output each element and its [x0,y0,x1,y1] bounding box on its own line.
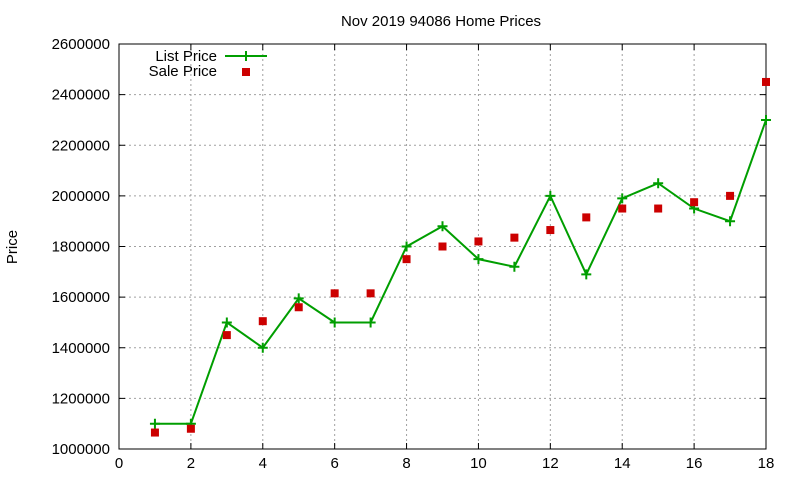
x-tick-label: 10 [470,455,487,472]
list-price-point [725,216,736,227]
sale-price-point [582,213,591,222]
y-tick-label: 2600000 [52,36,110,53]
sale-price-point [402,255,411,264]
legend-label-list-price: List Price [155,48,217,65]
sale-price-point [474,237,483,246]
sale-price-point [690,198,699,207]
sale-price-point [726,191,735,200]
x-tick-label: 4 [259,455,267,472]
list-price-line [154,119,767,425]
x-tick-label: 16 [686,455,703,472]
list-price-point [149,418,160,429]
y-tick-label: 2000000 [52,188,110,205]
list-price-point [653,178,664,189]
list-price-point [617,193,628,204]
x-tick-label: 14 [614,455,631,472]
x-tick-label: 2 [187,455,195,472]
list-price-point [329,317,340,328]
sale-price-point [150,428,159,437]
y-tick-label: 2400000 [52,87,110,104]
list-price-point [293,293,304,304]
list-price-point [581,269,592,280]
y-tick-label: 1200000 [52,390,110,407]
list-price-point [365,317,376,328]
list-price-point [257,342,268,353]
x-tick-label: 18 [758,455,775,472]
list-price-point [545,190,556,201]
legend-marker-list-price [241,51,251,61]
sale-price-point [438,242,447,251]
sale-price-point [510,233,519,242]
sale-price-point [186,424,195,433]
list-price-point [401,241,412,252]
sale-price-point [294,303,303,312]
list-price-point [437,221,448,232]
y-tick-label: 1400000 [52,340,110,357]
legend-marker-sale-price [242,68,250,76]
list-price-point [761,114,771,125]
list-price-point [473,254,484,265]
sale-price-point [366,289,375,298]
x-tick-label: 6 [330,455,338,472]
sale-price-point [762,77,770,86]
sale-price-point [618,204,627,213]
list-price-point [509,261,520,272]
y-tick-label: 2200000 [52,137,110,154]
legend-label-sale-price: Sale Price [149,63,217,80]
y-tick-label: 1600000 [52,289,110,306]
x-tick-label: 8 [402,455,410,472]
y-tick-label: 1800000 [52,239,110,256]
x-tick-label: 0 [115,455,123,472]
sale-price-point [546,226,555,235]
series-layer [149,77,771,437]
sale-price-point [654,204,663,213]
sale-price-point [330,289,339,298]
chart-title: Nov 2019 94086 Home Prices [341,13,541,30]
legend: List Price Sale Price [149,48,267,80]
sale-price-point [222,331,231,340]
x-tick-label: 12 [542,455,559,472]
y-axis-label: Price [4,230,21,264]
y-tick-label: 1000000 [52,441,110,458]
sale-price-point [258,317,267,326]
list-price-point [221,317,232,328]
tick-layer: 0 2 4 6 8 10 12 14 16 18 1000000 1200000 1400000 1600… [52,36,775,472]
